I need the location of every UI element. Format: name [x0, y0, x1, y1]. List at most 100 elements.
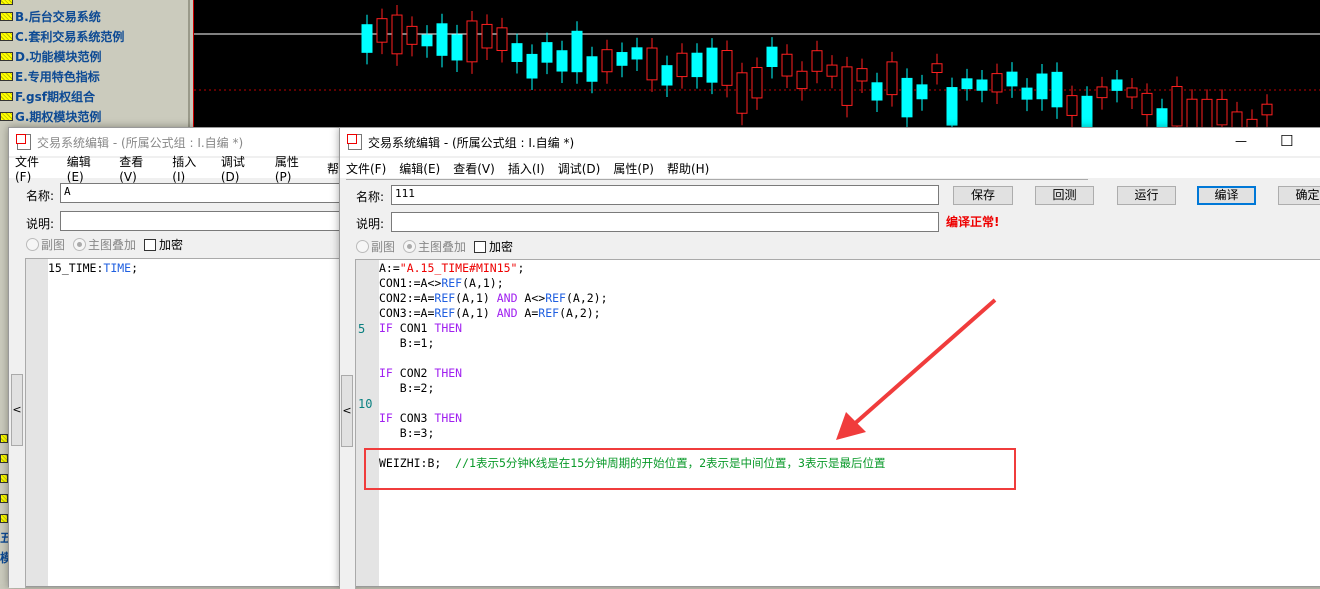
save-button[interactable]: 保存	[953, 186, 1013, 205]
radio-subchart[interactable]: 副图	[356, 238, 395, 255]
folder-icon	[0, 434, 8, 443]
candle-body	[856, 68, 868, 82]
radio-subchart[interactable]: 副图	[26, 236, 65, 253]
candle-body	[556, 50, 568, 72]
code-token: A=	[517, 306, 539, 320]
folder-icon	[0, 474, 8, 483]
radio-main-overlay[interactable]: 主图叠加	[403, 238, 466, 255]
candle-body	[646, 47, 658, 81]
tree-item[interactable]: D.功能模块范例	[0, 46, 102, 66]
code-token: B:=3;	[379, 426, 435, 440]
right-code-editor[interactable]: 5 10 A:="A.15_TIME#MIN15"; CON1:=A<>REF(A,…	[356, 259, 1320, 586]
tree-item[interactable]: F.gsf期权组合	[0, 86, 95, 106]
menu-item[interactable]: 插入(I)	[507, 161, 545, 176]
candle-body	[826, 64, 838, 77]
ok-button[interactable]: 确定	[1278, 186, 1320, 205]
kline-chart[interactable]	[193, 0, 1320, 164]
right-side-strip: <	[340, 259, 356, 589]
candle-body	[1036, 73, 1048, 100]
candle-body	[481, 23, 493, 49]
candle-body	[916, 84, 928, 100]
left-side-strip: <	[9, 258, 26, 588]
menu-item[interactable]: 属性(P)	[274, 154, 299, 184]
code-token: ;	[517, 261, 525, 275]
backtest-button[interactable]: 回测	[1035, 186, 1094, 205]
left-title-bar[interactable]: 交易系统编辑 - (所属公式组 : I.自编 *)	[9, 128, 352, 156]
candle-body	[976, 79, 988, 91]
name-input[interactable]: 111	[391, 185, 939, 205]
code-token: THEN	[434, 366, 463, 380]
menu-item[interactable]: 查看(V)	[119, 154, 144, 184]
menu-item[interactable]: 编辑(E)	[399, 161, 441, 176]
folder-icon	[0, 51, 13, 61]
candle-body	[391, 14, 403, 55]
right-title-bar[interactable]: 交易系统编辑 - (所属公式组 : I.自编 *)	[340, 128, 1320, 156]
kline-svg	[194, 5, 1320, 164]
tree-item[interactable]: G.期权模块范例	[0, 106, 101, 126]
candle-body	[766, 46, 778, 68]
left-editor-window: 交易系统编辑 - (所属公式组 : I.自编 *) 文件(F) 编辑(E) 查看(V…	[8, 127, 360, 588]
menu-item[interactable]: 文件(F)	[15, 154, 40, 184]
candle-body	[1216, 98, 1228, 126]
code-line: B:=2;	[379, 381, 885, 396]
highlight-box	[364, 448, 1016, 490]
collapse-button[interactable]: <	[11, 374, 23, 446]
menu-item[interactable]: 调试(D)	[557, 161, 601, 176]
menu-item[interactable]: 插入(I)	[172, 154, 197, 184]
candle-body	[886, 61, 898, 96]
menu-item[interactable]: 文件(F)	[346, 161, 387, 176]
radio-label: 副图	[371, 240, 396, 254]
candle-body	[661, 65, 673, 86]
radio-main-overlay[interactable]: 主图叠加	[73, 236, 136, 253]
radio-label: 副图	[41, 238, 66, 252]
menu-item[interactable]: 调试(D)	[220, 154, 245, 184]
candle-body	[1051, 71, 1063, 108]
code-token: REF	[545, 291, 566, 305]
tree-item[interactable]: E.专用特色指标	[0, 66, 100, 86]
candle-body	[421, 34, 433, 47]
window-title: 交易系统编辑 - (所属公式组 : I.自编 *)	[37, 135, 244, 150]
code-line: IF CON1 THEN	[379, 321, 885, 336]
encrypt-checkbox[interactable]: 加密	[474, 238, 513, 255]
candle-body	[961, 78, 973, 90]
folder-icon	[0, 111, 13, 121]
code-token: CON2	[392, 366, 435, 380]
menu-item[interactable]: 编辑(E)	[66, 154, 91, 184]
menu-item[interactable]: 帮	[326, 161, 339, 176]
left-menubar: 文件(F) 编辑(E) 查看(V) 插入(I) 调试(D) 属性(P) 帮	[9, 155, 352, 184]
minimize-button[interactable]: —	[1235, 134, 1247, 148]
candle-body	[616, 52, 628, 66]
candle-body	[706, 47, 718, 83]
line-gutter	[356, 260, 379, 586]
code-token: AND	[496, 306, 518, 320]
candle-body	[751, 67, 763, 99]
code-token: REF	[434, 306, 456, 320]
candle-body	[676, 52, 688, 78]
compile-button[interactable]: 编译	[1197, 186, 1256, 205]
menu-item[interactable]: 属性(P)	[613, 161, 654, 176]
run-button[interactable]: 运行	[1117, 186, 1176, 205]
code-token: (A,2);	[559, 306, 601, 320]
arrow-head-icon	[836, 412, 866, 440]
arrow-shaft	[850, 298, 997, 428]
code-token: THEN	[434, 321, 463, 335]
menu-item[interactable]: 帮助(H)	[666, 161, 710, 176]
tree-item-label: G.期权模块范例	[15, 109, 102, 124]
folder-icon	[0, 11, 13, 21]
tree-item[interactable]: C.套利交易系统范例	[0, 26, 124, 46]
folder-icon	[0, 91, 13, 101]
left-code-editor[interactable]: 15_TIME:TIME;	[26, 258, 352, 586]
maximize-button[interactable]: ☐	[1280, 132, 1294, 150]
encrypt-checkbox[interactable]: 加密	[144, 236, 183, 253]
desc-input[interactable]	[391, 212, 939, 232]
folder-icon	[0, 71, 13, 81]
candle-body	[841, 66, 853, 106]
code-token: A<>	[517, 291, 546, 305]
collapse-button[interactable]: <	[341, 375, 353, 447]
candle-body	[721, 50, 733, 86]
code-token: AND	[496, 291, 518, 305]
candle-body	[931, 63, 943, 73]
menu-item[interactable]: 查看(V)	[453, 161, 495, 176]
folder-icon	[0, 494, 8, 503]
tree-item[interactable]: B.后台交易系统	[0, 6, 101, 26]
